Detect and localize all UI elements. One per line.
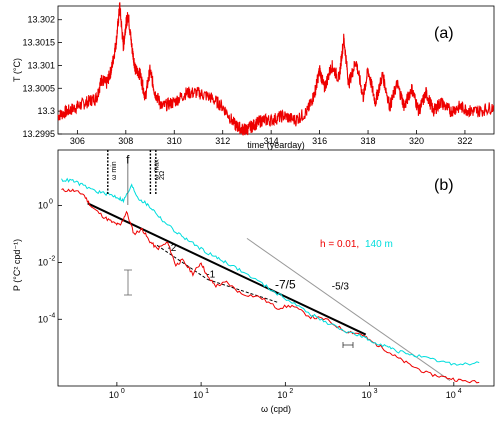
- panel-a-xtick-label: 310: [167, 136, 182, 146]
- panel-a-series: [57, 2, 495, 136]
- panel-a-xtick-label: 306: [70, 136, 85, 146]
- panel-b-xtick-label: 10: [109, 390, 119, 400]
- panel-b-ytick-exponent: 0: [49, 199, 53, 206]
- panel-b-frame: [57, 149, 495, 387]
- panel-a-temperature-line: [57, 2, 495, 136]
- panel-a-xtick-label: 322: [457, 136, 472, 146]
- annotation--7-5: -7/5: [275, 278, 296, 292]
- legend-entry-red: h = 0.01,: [320, 239, 359, 250]
- reference-slope--2: [156, 244, 209, 280]
- error-bar-right: [342, 342, 354, 348]
- reference-slope--7-5: [87, 202, 367, 336]
- panel-b-annotations: f -2 -1 -7/5 -5/3: [126, 153, 349, 293]
- panel-b-xtick-label: 10: [446, 390, 456, 400]
- panel-b-xlabel: ω (cpd): [261, 404, 291, 414]
- panel-a-ylabel: T (°C): [12, 58, 22, 82]
- panel-a-ticks: 306 308 310 312 314 316 318 320 322 13.2995 13.3 13…: [22, 15, 472, 146]
- panel-b-ytick-label: 10: [38, 201, 48, 211]
- vertical-marker-label: 2Ω: [159, 171, 166, 180]
- panel-b-ticks: 10 0 10 1 10 2 10 3 10 410 010 -210 -4: [38, 199, 462, 400]
- panel-b-ytick-exponent: -4: [49, 312, 55, 319]
- panel-a-ytick-label: 13.3005: [22, 83, 55, 93]
- annotation--5-3: -5/3: [332, 282, 350, 293]
- annotation--1: -1: [206, 269, 215, 280]
- panel-b-label: (b): [434, 177, 454, 194]
- svg-text:h = 0.01, 140 m: h = 0.01, 140 m: [320, 239, 393, 250]
- annotation-f: f: [126, 153, 130, 167]
- panel-a-xtick-label: 318: [361, 136, 376, 146]
- panel-a-label: (a): [434, 25, 454, 42]
- legend-entry-cyan: 140 m: [365, 239, 393, 250]
- panel-b-xtick-label: 10: [362, 390, 372, 400]
- panel-b-xtick-exponent: 2: [289, 388, 293, 395]
- panel-a-xtick-label: 320: [409, 136, 424, 146]
- panel-b-xtick-exponent: 4: [458, 388, 462, 395]
- panel-b-ytick-label: 10: [38, 314, 48, 324]
- panel-b-series: [61, 177, 480, 384]
- vertical-marker-label: ω max: [153, 159, 160, 180]
- panel-b-ylabel: P (°C² cpd⁻¹): [12, 239, 22, 291]
- panel-a-xtick-label: 312: [215, 136, 230, 146]
- error-bar-left: [124, 269, 132, 296]
- reference-slope--1: [207, 279, 278, 303]
- panel-a-xtick-label: 314: [264, 136, 279, 146]
- panel-a-frame: [57, 5, 495, 135]
- panel-a-xlabel: time (yearday): [247, 140, 305, 150]
- panel-a-ytick-label: 13.3015: [22, 38, 55, 48]
- spectrum-line-red: [61, 188, 480, 384]
- panel-b-ytick-exponent: -2: [49, 255, 55, 262]
- panel-b-xtick-exponent: 3: [374, 388, 378, 395]
- panel-b-xtick-exponent: 1: [205, 388, 209, 395]
- panel-b-xtick-exponent: 0: [121, 388, 125, 395]
- panel-a-ytick-label: 13.3: [37, 106, 55, 116]
- panel-b-xtick-label: 10: [193, 390, 203, 400]
- annotation--2: -2: [167, 243, 176, 254]
- panel-a-ytick-label: 13.302: [27, 15, 55, 25]
- spectrum-line-cyan: [61, 177, 480, 366]
- panel-a-xtick-label: 308: [118, 136, 133, 146]
- panel-b-ytick-label: 10: [38, 257, 48, 267]
- vertical-marker-label: ω min: [111, 161, 118, 180]
- panel-b-xtick-label: 10: [277, 390, 287, 400]
- panel-a-ytick-label: 13.301: [27, 60, 55, 70]
- panel-a-ytick-label: 13.2995: [22, 129, 55, 139]
- panel-a-xtick-label: 316: [312, 136, 327, 146]
